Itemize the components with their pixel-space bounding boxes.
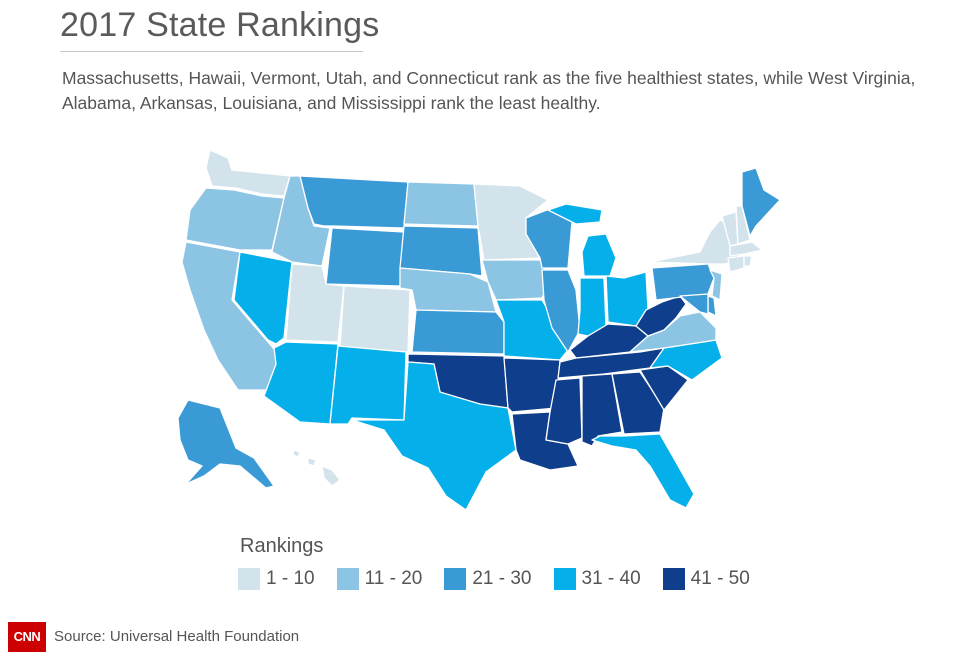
state-TX [351,361,517,511]
legend-item: 11 - 20 [336,568,423,590]
state-MS [545,377,583,445]
state-DE [707,295,717,317]
state-NJ [709,269,723,301]
page-title: 2017 State Rankings [60,6,380,44]
legend-swatch [336,568,359,590]
legend-item: 41 - 50 [662,568,750,590]
state-WA [205,149,291,197]
state-ND [403,181,479,227]
state-CT [727,255,745,273]
state-GA [611,371,665,435]
state-MI-lower [581,233,617,277]
state-NM [329,345,407,425]
legend: 1 - 10 11 - 20 21 - 30 31 - 40 41 - 50 [238,568,772,590]
state-WY [325,227,405,287]
legend-swatch [238,568,260,590]
legend-item: 31 - 40 [553,568,641,590]
legend-swatch [662,568,685,590]
title-divider [60,51,363,52]
legend-label: 11 - 20 [364,568,423,589]
legend-label: 21 - 30 [472,568,532,589]
state-CA [181,241,281,391]
state-ME [741,167,781,237]
footer: CNN Source: Universal Health Foundation [0,618,968,657]
state-HI-1 [292,449,301,458]
state-NH [735,205,751,245]
legend-label: 41 - 50 [690,568,750,589]
subtitle: Massachusetts, Hawaii, Vermont, Utah, an… [62,68,916,113]
state-FL [591,433,695,509]
state-MT [299,175,409,229]
state-AK [177,399,275,489]
legend-title: Rankings [240,535,324,557]
state-KS [411,309,505,355]
state-IL [541,269,581,353]
legend-label: 1 - 10 [266,568,315,589]
legend-swatch [553,568,576,590]
legend-item: 21 - 30 [444,568,532,590]
us-state-map [177,149,781,511]
legend-item: 1 - 10 [238,568,315,590]
state-AR [503,357,561,413]
state-RI [743,255,753,267]
state-HI-3 [321,465,341,487]
state-PA [651,263,715,301]
legend-swatch [444,568,467,590]
cnn-logo: CNN [8,622,46,652]
state-HI-2 [307,457,317,467]
state-CO [339,285,411,353]
state-OR [185,187,285,251]
state-WV [635,295,687,337]
legend-label: 31 - 40 [581,568,641,589]
state-MI-upper [547,203,603,225]
state-IA [481,259,551,301]
source-credit: Source: Universal Health Foundation [54,628,300,645]
state-AZ [263,341,339,425]
state-MA [729,241,763,257]
state-MD [679,293,709,315]
state-SD [399,225,483,277]
